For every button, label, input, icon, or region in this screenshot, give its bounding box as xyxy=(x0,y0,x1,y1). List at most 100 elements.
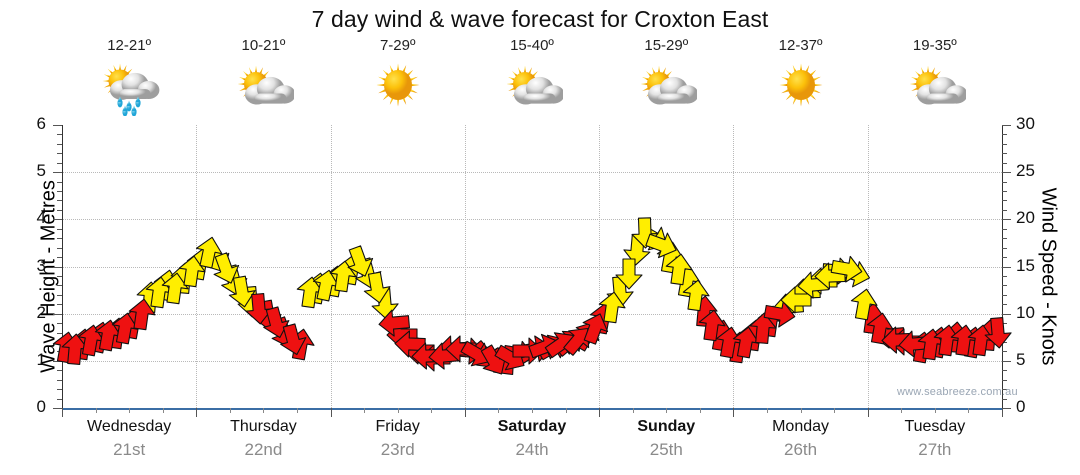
temperature-range: 19-35º xyxy=(912,37,957,54)
wind-arrow xyxy=(223,273,262,312)
x-label-tuesday: Tuesday 27th xyxy=(868,418,1002,468)
y-tick-left xyxy=(53,360,62,362)
day-header-saturday: 15-40º xyxy=(465,36,599,118)
wind-arrow xyxy=(827,249,866,288)
x-tick-minor xyxy=(565,408,567,413)
y-tick-minor-right xyxy=(1002,200,1007,202)
y-tick-label-left: 6 xyxy=(36,114,46,133)
y-tick-minor-left xyxy=(57,200,62,202)
day-of-month: 24th xyxy=(515,440,549,459)
y-tick-left xyxy=(53,125,62,126)
wind-arrow xyxy=(357,268,396,307)
wind-arrow xyxy=(338,240,382,284)
x-tick-minor xyxy=(699,408,701,413)
x-tick-minor xyxy=(800,408,802,413)
temperature-range: 7-29º xyxy=(379,37,416,54)
sun-icon xyxy=(733,56,867,114)
day-header-wednesday: 12-21º xyxy=(62,36,196,118)
x-tick-minor xyxy=(834,408,836,413)
y-tick-minor-right xyxy=(1002,370,1007,372)
x-tick-minor xyxy=(129,408,131,413)
wind-arrow xyxy=(255,302,297,344)
temperature-range: 15-40º xyxy=(510,37,554,54)
y-tick-minor-left xyxy=(57,247,62,249)
y-tick-minor-left xyxy=(57,209,62,211)
x-label-thursday: Thursday 22nd xyxy=(196,418,330,468)
y-tick-minor-left xyxy=(57,257,62,259)
y-tick-right xyxy=(1002,360,1011,362)
wind-arrow xyxy=(454,331,500,377)
y-tick-minor-right xyxy=(1002,247,1007,249)
x-tick-minor xyxy=(968,408,970,413)
x-label-friday: Friday 23rd xyxy=(331,418,465,468)
page-title: 7 day wind & wave forecast for Croxton E… xyxy=(311,6,769,32)
y-tick-right xyxy=(1002,125,1011,126)
wind-arrow xyxy=(779,283,813,317)
y-tick-minor-left xyxy=(57,370,62,372)
wind-arrow xyxy=(760,294,799,333)
y-tick-minor-right xyxy=(1002,143,1007,145)
x-tick-major xyxy=(733,408,735,417)
y-tick-minor-left xyxy=(57,134,62,136)
day-of-week: Thursday xyxy=(230,418,297,435)
day-of-month: 21st xyxy=(113,440,146,459)
y-tick-minor-right xyxy=(1002,285,1007,287)
day-of-week: Monday xyxy=(772,418,830,435)
sun-icon xyxy=(331,56,465,114)
y-tick-right xyxy=(1002,219,1011,221)
x-tick-minor xyxy=(632,408,634,413)
wind-arrow xyxy=(612,257,646,291)
y-tick-minor-right xyxy=(1002,275,1007,277)
wind-arrow xyxy=(105,308,144,347)
wind-arrow xyxy=(538,321,585,368)
x-tick-minor xyxy=(95,408,97,413)
y-tick-label-right: 0 xyxy=(1016,397,1026,416)
wind-arrow xyxy=(173,252,211,290)
x-tick-minor xyxy=(431,408,433,413)
wind-arrow xyxy=(744,309,781,346)
gridline-vertical xyxy=(330,125,332,408)
y-tick-minor-left xyxy=(57,238,62,240)
wind-arrow xyxy=(676,276,714,314)
day-of-week: Tuesday xyxy=(904,418,966,435)
day-of-week: Sunday xyxy=(637,418,696,435)
x-tick-minor xyxy=(297,408,298,413)
y-tick-left xyxy=(53,408,62,409)
x-tick-minor xyxy=(532,408,533,413)
day-of-month: 26th xyxy=(784,440,818,459)
gridline-horizontal xyxy=(62,172,1002,174)
y-tick-label-left: 2 xyxy=(36,302,46,322)
y-tick-right xyxy=(1002,172,1011,174)
y-tick-minor-left xyxy=(57,389,62,391)
y-tick-label-right: 15 xyxy=(1016,255,1035,275)
y-tick-minor-right xyxy=(1002,389,1007,391)
sun-cloud-rain-icon xyxy=(62,56,196,116)
day-header-tuesday: 19-35º xyxy=(868,36,1002,118)
y-tick-left xyxy=(53,219,62,221)
gridline-vertical xyxy=(464,125,466,408)
y-tick-minor-right xyxy=(1002,191,1007,193)
x-tick-major xyxy=(867,408,869,417)
day-header-monday: 12-37º xyxy=(733,36,867,118)
wind-arrow xyxy=(272,319,314,361)
temperature-range: 10-21º xyxy=(241,37,286,54)
x-tick-minor xyxy=(498,408,500,413)
wind-arrow xyxy=(844,285,883,324)
x-tick-minor xyxy=(767,408,768,413)
y-tick-minor-left xyxy=(57,332,62,334)
day-of-month: 25th xyxy=(649,440,683,459)
x-tick-minor xyxy=(901,408,903,413)
y-tick-minor-right xyxy=(1002,294,1007,296)
wind-arrow xyxy=(640,223,684,267)
y-tick-minor-left xyxy=(57,162,62,164)
gridline-horizontal xyxy=(62,313,1002,315)
y-tick-minor-right xyxy=(1002,153,1007,155)
y-tick-right xyxy=(1002,408,1011,409)
y-tick-label-right: 20 xyxy=(1016,208,1035,228)
y-tick-minor-left xyxy=(57,398,62,400)
y-tick-minor-left xyxy=(57,143,62,145)
y-tick-minor-left xyxy=(57,285,62,287)
x-tick-minor xyxy=(162,408,164,413)
gridline-horizontal xyxy=(62,219,1002,221)
y-tick-minor-right xyxy=(1002,228,1007,230)
